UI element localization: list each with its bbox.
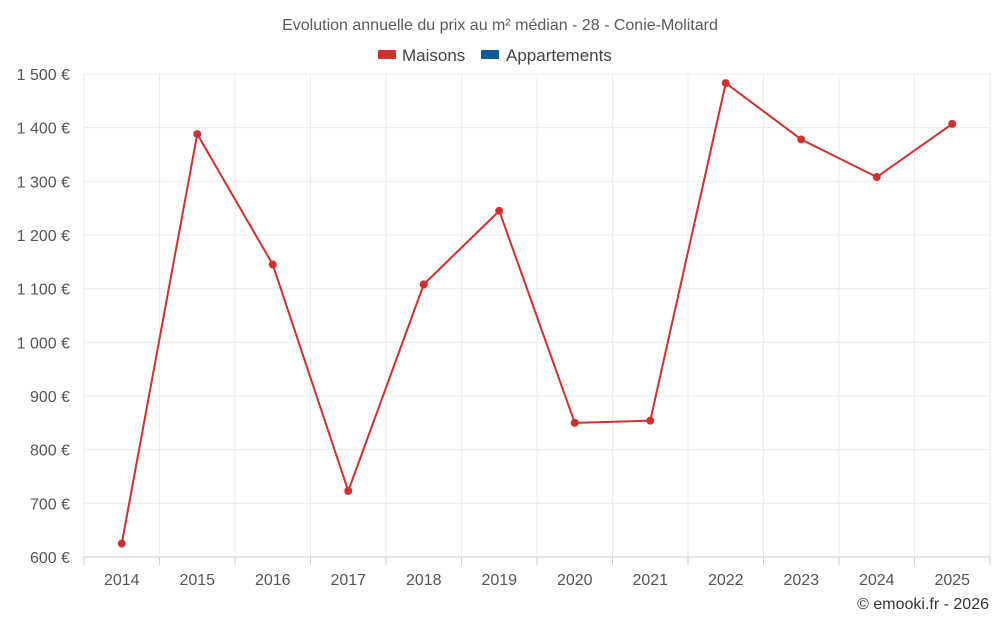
chart-legend: Maisons Appartements [378,46,612,65]
x-tick-label: 2017 [330,572,366,589]
series-maisons [117,79,957,548]
y-tick-label: 1 200 € [17,228,70,245]
credit-text: © emooki.fr - 2026 [857,596,989,613]
y-tick-label: 1 000 € [17,335,70,352]
y-tick-label: 900 € [30,389,70,406]
y-tick-label: 600 € [30,550,70,567]
x-tick-label: 2014 [104,572,140,589]
legend-swatch-appartements [481,50,499,59]
data-point[interactable] [872,173,881,182]
legend-item-maisons[interactable]: Maisons [378,46,465,65]
y-tick-label: 800 € [30,443,70,460]
x-tick-label: 2025 [934,572,970,589]
series-line-maisons [120,82,953,544]
data-point[interactable] [948,119,957,128]
data-point[interactable] [721,79,730,88]
y-tick-label: 1 100 € [17,282,70,299]
data-point[interactable] [646,416,655,425]
x-tick-label: 2022 [708,572,744,589]
x-tick-label: 2016 [255,572,291,589]
data-point[interactable] [495,206,504,215]
x-tick-label: 2019 [481,572,517,589]
y-tick-label: 1 500 € [17,67,70,84]
data-point[interactable] [268,260,277,269]
data-point[interactable] [419,280,428,289]
y-axis-ticks: 600 € 700 € 800 € 900 € 1 000 € 1 100 € 1 200 … [17,67,70,567]
legend-swatch-maisons [378,50,396,59]
grid [83,73,991,565]
x-tick-label: 2024 [859,572,895,589]
y-tick-label: 700 € [30,496,70,513]
y-tick-label: 1 400 € [17,121,70,138]
y-tick-label: 1 300 € [17,174,70,191]
x-tick-label: 2018 [406,572,442,589]
data-point[interactable] [570,418,579,427]
data-point[interactable] [117,539,126,548]
legend-label-maisons: Maisons [402,46,465,65]
data-point[interactable] [193,130,202,139]
x-tick-label: 2023 [783,572,819,589]
legend-item-appartements[interactable]: Appartements [481,46,612,65]
x-tick-label: 2021 [632,572,668,589]
x-tick-label: 2020 [557,572,593,589]
chart-title: Evolution annuelle du prix au m² médian … [282,17,718,34]
legend-label-appartements: Appartements [506,46,612,65]
x-tick-label: 2015 [179,572,215,589]
data-point[interactable] [797,135,806,144]
data-point[interactable] [344,486,353,495]
x-axis-ticks: 2014 2015 2016 2017 2018 2019 2020 2021 2022 2023… [104,572,970,589]
